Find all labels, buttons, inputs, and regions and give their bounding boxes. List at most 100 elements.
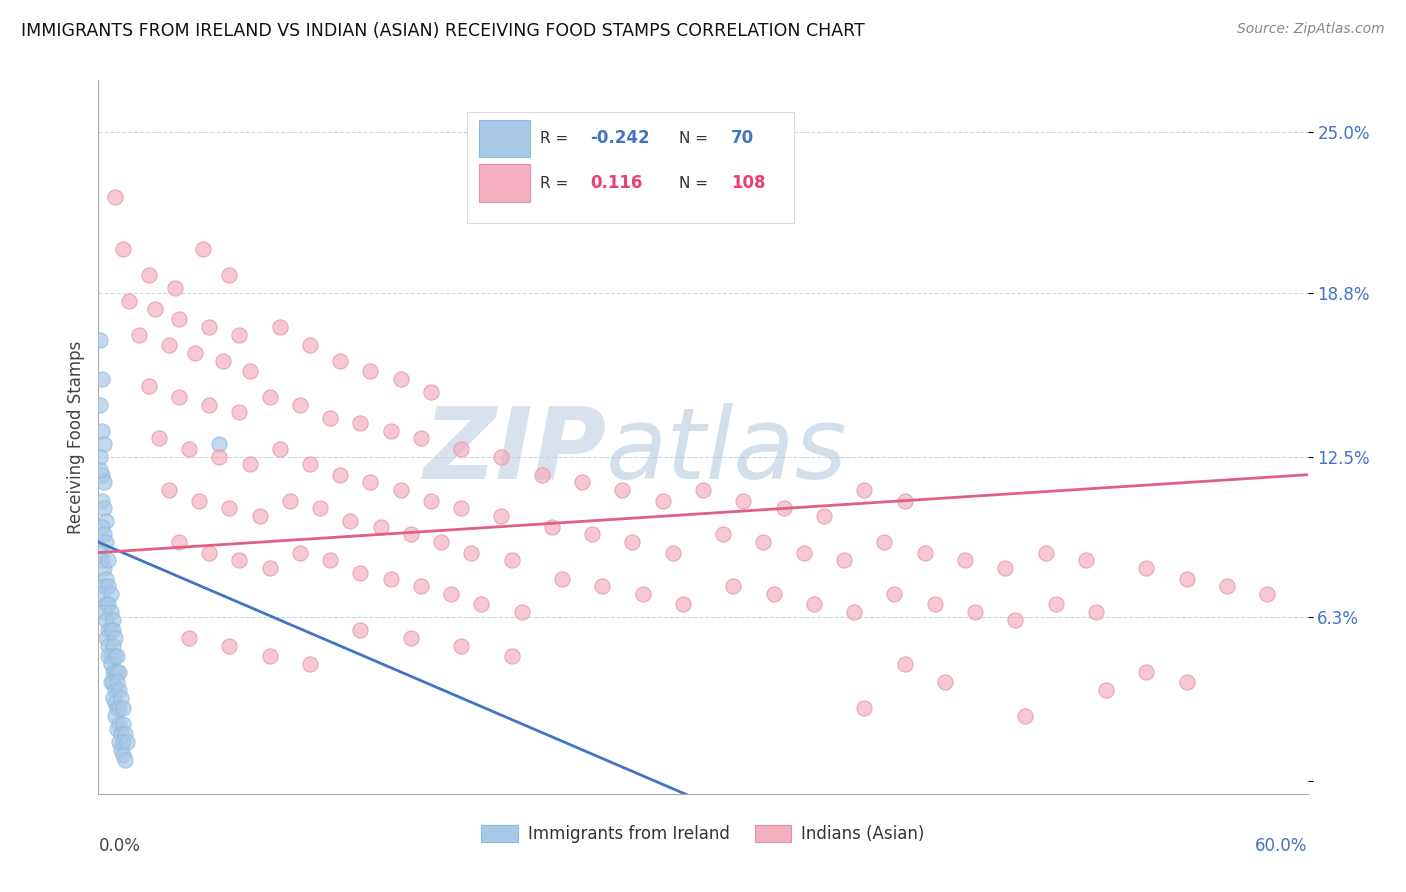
Point: [460, 545, 482, 559]
Point: [672, 598, 695, 612]
Point: [844, 605, 866, 619]
Point: [208, 436, 231, 450]
Point: [853, 701, 876, 715]
Point: [530, 467, 553, 482]
Point: [551, 572, 574, 586]
Point: [349, 624, 371, 638]
Point: [1256, 587, 1278, 601]
Point: [711, 527, 734, 541]
Point: [101, 675, 124, 690]
Point: [470, 598, 492, 612]
Point: [101, 613, 124, 627]
Point: [91, 553, 114, 567]
Point: [93, 561, 115, 575]
Text: atlas: atlas: [606, 403, 848, 500]
Point: [389, 372, 412, 386]
Point: [96, 613, 118, 627]
Point: [101, 690, 124, 705]
Point: [105, 675, 128, 690]
Point: [91, 493, 114, 508]
Point: [873, 535, 896, 549]
Point: [179, 442, 201, 456]
Point: [107, 701, 129, 715]
Point: [349, 416, 371, 430]
Point: [612, 483, 634, 498]
Point: [1074, 553, 1097, 567]
Point: [259, 649, 281, 664]
Point: [631, 587, 654, 601]
Point: [491, 509, 513, 524]
Point: [450, 639, 472, 653]
Point: [349, 566, 371, 581]
Point: [723, 579, 745, 593]
Text: R =: R =: [540, 130, 572, 145]
Point: [934, 675, 956, 690]
Point: [115, 735, 138, 749]
Point: [914, 545, 936, 559]
Point: [409, 431, 432, 445]
Point: [853, 483, 876, 498]
Text: 0.116: 0.116: [591, 174, 643, 192]
Point: [107, 683, 129, 698]
Point: [97, 639, 120, 653]
Point: [97, 624, 120, 638]
Point: [96, 598, 118, 612]
FancyBboxPatch shape: [479, 164, 530, 202]
Point: [107, 665, 129, 679]
Y-axis label: Receiving Food Stamps: Receiving Food Stamps: [66, 341, 84, 533]
Point: [389, 483, 412, 498]
FancyBboxPatch shape: [467, 112, 793, 223]
Point: [208, 450, 231, 464]
Point: [924, 598, 946, 612]
Point: [91, 467, 114, 482]
Point: [591, 579, 613, 593]
Text: ZIP: ZIP: [423, 403, 606, 500]
Point: [114, 727, 136, 741]
Point: [89, 462, 111, 476]
Point: [128, 327, 150, 342]
Point: [96, 535, 118, 549]
Point: [299, 657, 322, 672]
Point: [420, 384, 443, 399]
Point: [329, 353, 352, 368]
Point: [692, 483, 714, 498]
Point: [157, 483, 180, 498]
Point: [762, 587, 785, 601]
Point: [501, 649, 523, 664]
Point: [491, 450, 513, 464]
Point: [93, 605, 115, 619]
Point: [1135, 561, 1157, 575]
Point: [100, 605, 122, 619]
FancyBboxPatch shape: [479, 120, 530, 157]
Point: [100, 587, 122, 601]
Point: [540, 519, 562, 533]
Point: [1004, 613, 1026, 627]
Point: [118, 293, 141, 308]
Point: [105, 722, 128, 736]
Point: [103, 631, 125, 645]
Point: [380, 572, 402, 586]
Point: [450, 501, 472, 516]
Point: [360, 364, 382, 378]
Point: [103, 190, 125, 204]
Point: [103, 709, 125, 723]
Point: [89, 398, 111, 412]
Point: [111, 747, 134, 762]
Point: [1135, 665, 1157, 679]
Point: [101, 624, 124, 638]
Point: [138, 379, 160, 393]
Point: [288, 398, 311, 412]
Point: [420, 493, 443, 508]
Point: [212, 353, 235, 368]
Point: [107, 735, 129, 749]
Point: [228, 553, 250, 567]
Point: [193, 242, 215, 256]
Point: [93, 579, 115, 593]
Point: [501, 553, 523, 567]
Point: [299, 338, 322, 352]
Point: [813, 509, 835, 524]
Point: [103, 649, 125, 664]
Point: [309, 501, 332, 516]
Point: [329, 467, 352, 482]
Point: [1035, 545, 1057, 559]
